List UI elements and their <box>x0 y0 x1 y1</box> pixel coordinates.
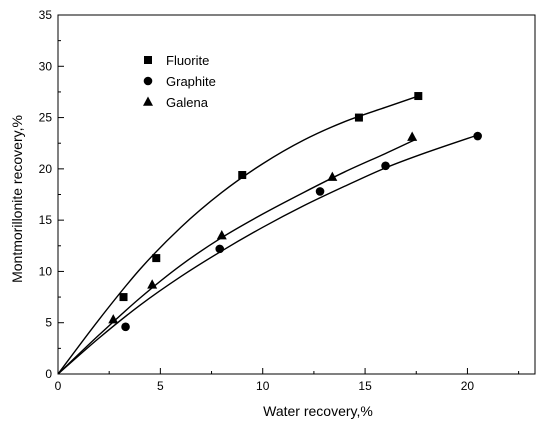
x-axis-title: Water recovery,% <box>263 403 373 419</box>
plot-frame <box>57 14 536 375</box>
fit-curve-graphite <box>57 134 478 375</box>
legend-label-galena: Galena <box>166 95 209 110</box>
legend-marker-fluorite <box>144 56 152 64</box>
data-point-galena <box>108 314 119 324</box>
legend-marker-graphite <box>143 76 153 86</box>
plot-area: 0 5 10 15 20 0 5 10 15 20 25 30 35 <box>39 8 536 393</box>
data-point-galena <box>407 131 418 141</box>
fit-curve-galena <box>57 138 417 375</box>
data-point-fluorite <box>354 113 363 122</box>
y-tick-label: 20 <box>39 162 53 176</box>
legend: Fluorite Graphite Galena <box>143 53 216 110</box>
y-tick-label: 15 <box>39 213 53 227</box>
data-point-fluorite <box>414 92 423 101</box>
data-point-graphite <box>215 244 225 254</box>
data-point-graphite <box>473 131 482 141</box>
y-tick-label: 30 <box>39 59 53 73</box>
x-tick-label: 20 <box>461 379 475 393</box>
x-tick-label: 10 <box>256 379 270 393</box>
data-point-galena <box>147 279 158 289</box>
x-tick-label: 15 <box>358 379 372 393</box>
y-tick-label: 10 <box>39 264 53 278</box>
x-tick-label: 5 <box>157 379 164 393</box>
y-tick-label: 25 <box>39 111 53 125</box>
data-point-galena <box>327 171 338 181</box>
data-point-fluorite <box>152 254 161 263</box>
y-tick-label: 35 <box>39 8 53 22</box>
x-tick-label: 0 <box>55 379 62 393</box>
fit-curve-fluorite <box>57 95 419 375</box>
legend-marker-galena <box>143 96 153 106</box>
y-tick-label: 5 <box>45 316 52 330</box>
data-point-fluorite <box>238 171 247 180</box>
data-point-graphite <box>121 322 130 332</box>
data-point-graphite <box>315 187 325 196</box>
data-point-galena <box>216 230 227 240</box>
y-tick-label: 0 <box>45 367 52 381</box>
data-point-fluorite <box>119 293 128 302</box>
data-point-graphite <box>381 161 390 171</box>
y-axis-title: Montmorillonite recovery,% <box>9 115 25 283</box>
legend-label-graphite: Graphite <box>166 74 216 89</box>
legend-label-fluorite: Fluorite <box>166 53 209 68</box>
